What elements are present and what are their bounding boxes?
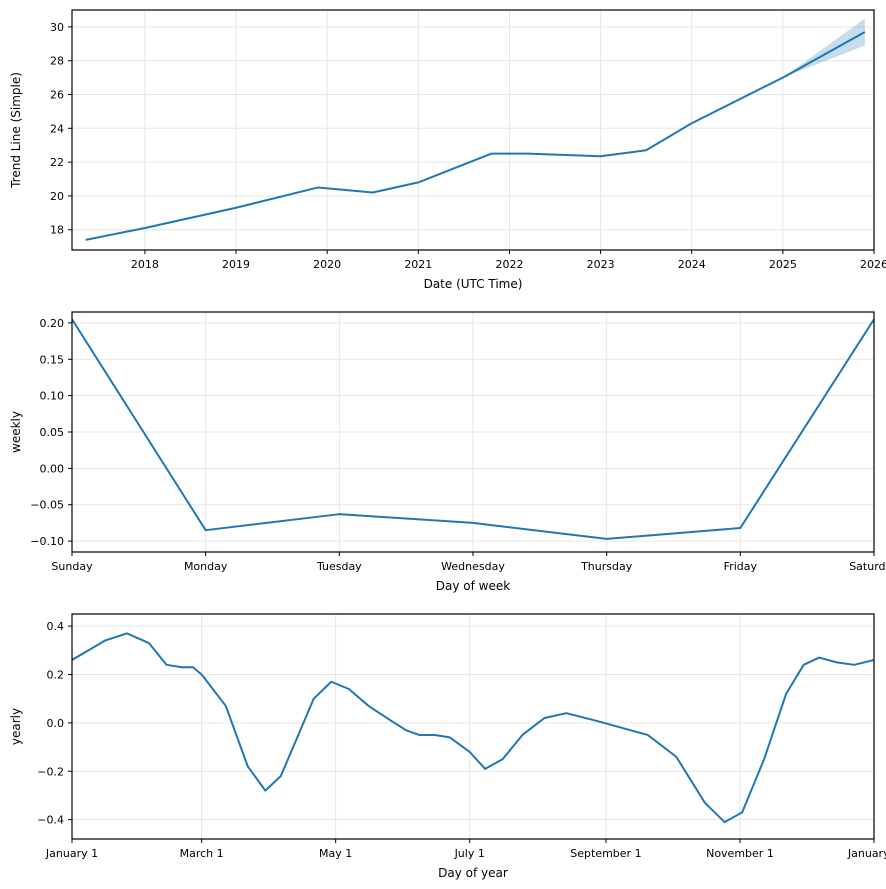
y-tick-label: 20 bbox=[50, 190, 64, 203]
yearly-line bbox=[72, 633, 874, 822]
x-tick-label: September 1 bbox=[570, 847, 641, 860]
y-tick-label: 30 bbox=[50, 21, 64, 34]
x-tick-label: 2020 bbox=[313, 258, 341, 271]
x-tick-label: Tuesday bbox=[316, 560, 362, 573]
y-tick-label: 0.15 bbox=[40, 353, 65, 366]
grid bbox=[72, 614, 874, 839]
x-tick-label: 2023 bbox=[587, 258, 615, 271]
x-tick-label: 2024 bbox=[678, 258, 706, 271]
plot-border bbox=[72, 614, 874, 839]
y-tick-label: 0.2 bbox=[47, 668, 65, 681]
y-tick-label: −0.4 bbox=[37, 814, 64, 827]
x-axis-label: Day of week bbox=[436, 579, 510, 593]
x-tick-label: May 1 bbox=[319, 847, 352, 860]
y-tick-label: −0.10 bbox=[30, 535, 64, 548]
weekly-panel: Sunday Monday Tuesday Wednesday Thursday Frid… bbox=[9, 312, 886, 593]
x-tick-label: 2025 bbox=[769, 258, 797, 271]
figure: 2018201920202021202220232024202520261820… bbox=[0, 0, 886, 889]
x-tick-label: January 1 bbox=[45, 847, 98, 860]
y-tick-label: −0.05 bbox=[30, 499, 64, 512]
y-axis-label: yearly bbox=[9, 708, 23, 745]
x-tick-label: Friday bbox=[724, 560, 758, 573]
y-tick-label: 0.20 bbox=[40, 317, 65, 330]
y-tick-label: 0.4 bbox=[47, 620, 65, 633]
x-tick-label: 2018 bbox=[131, 258, 159, 271]
x-tick-label: Thursday bbox=[580, 560, 633, 573]
x-axis-label: Day of year bbox=[438, 866, 508, 880]
y-tick-label: 22 bbox=[50, 156, 64, 169]
yearly-panel: January 1 March 1 May 1 July 1 September 1 No… bbox=[9, 614, 886, 880]
x-tick-label: November 1 bbox=[706, 847, 774, 860]
y-tick-label: 0.0 bbox=[47, 717, 65, 730]
y-tick-label: 0.10 bbox=[40, 390, 65, 403]
y-tick-label: 24 bbox=[50, 122, 64, 135]
plot-border bbox=[72, 10, 874, 250]
y-tick-label: 28 bbox=[50, 55, 64, 68]
trend-panel: 2018201920202021202220232024202520261820… bbox=[9, 10, 886, 291]
y-tick-label: 0.00 bbox=[40, 462, 65, 475]
x-tick-label: Wednesday bbox=[441, 560, 505, 573]
y-tick-label: 0.05 bbox=[40, 426, 65, 439]
x-tick-label: July 1 bbox=[454, 847, 485, 860]
x-tick-label: 2021 bbox=[404, 258, 432, 271]
y-tick-label: 26 bbox=[50, 89, 64, 102]
x-tick-label: Saturday bbox=[849, 560, 886, 573]
y-axis-label: Trend Line (Simple) bbox=[9, 72, 23, 189]
y-axis-label: weekly bbox=[9, 411, 23, 453]
x-tick-label: 2026 bbox=[860, 258, 886, 271]
x-axis-label: Date (UTC Time) bbox=[424, 277, 523, 291]
trend-line bbox=[86, 32, 865, 240]
x-tick-label: March 1 bbox=[180, 847, 224, 860]
y-tick-label: −0.2 bbox=[37, 765, 64, 778]
x-tick-label: 2019 bbox=[222, 258, 250, 271]
x-tick-label: 2022 bbox=[495, 258, 523, 271]
x-tick-label: Sunday bbox=[51, 560, 93, 573]
x-tick-label: Monday bbox=[184, 560, 228, 573]
grid bbox=[72, 10, 874, 250]
y-tick-label: 18 bbox=[50, 224, 64, 237]
x-tick-label: January 1 bbox=[847, 847, 886, 860]
grid bbox=[72, 312, 874, 552]
